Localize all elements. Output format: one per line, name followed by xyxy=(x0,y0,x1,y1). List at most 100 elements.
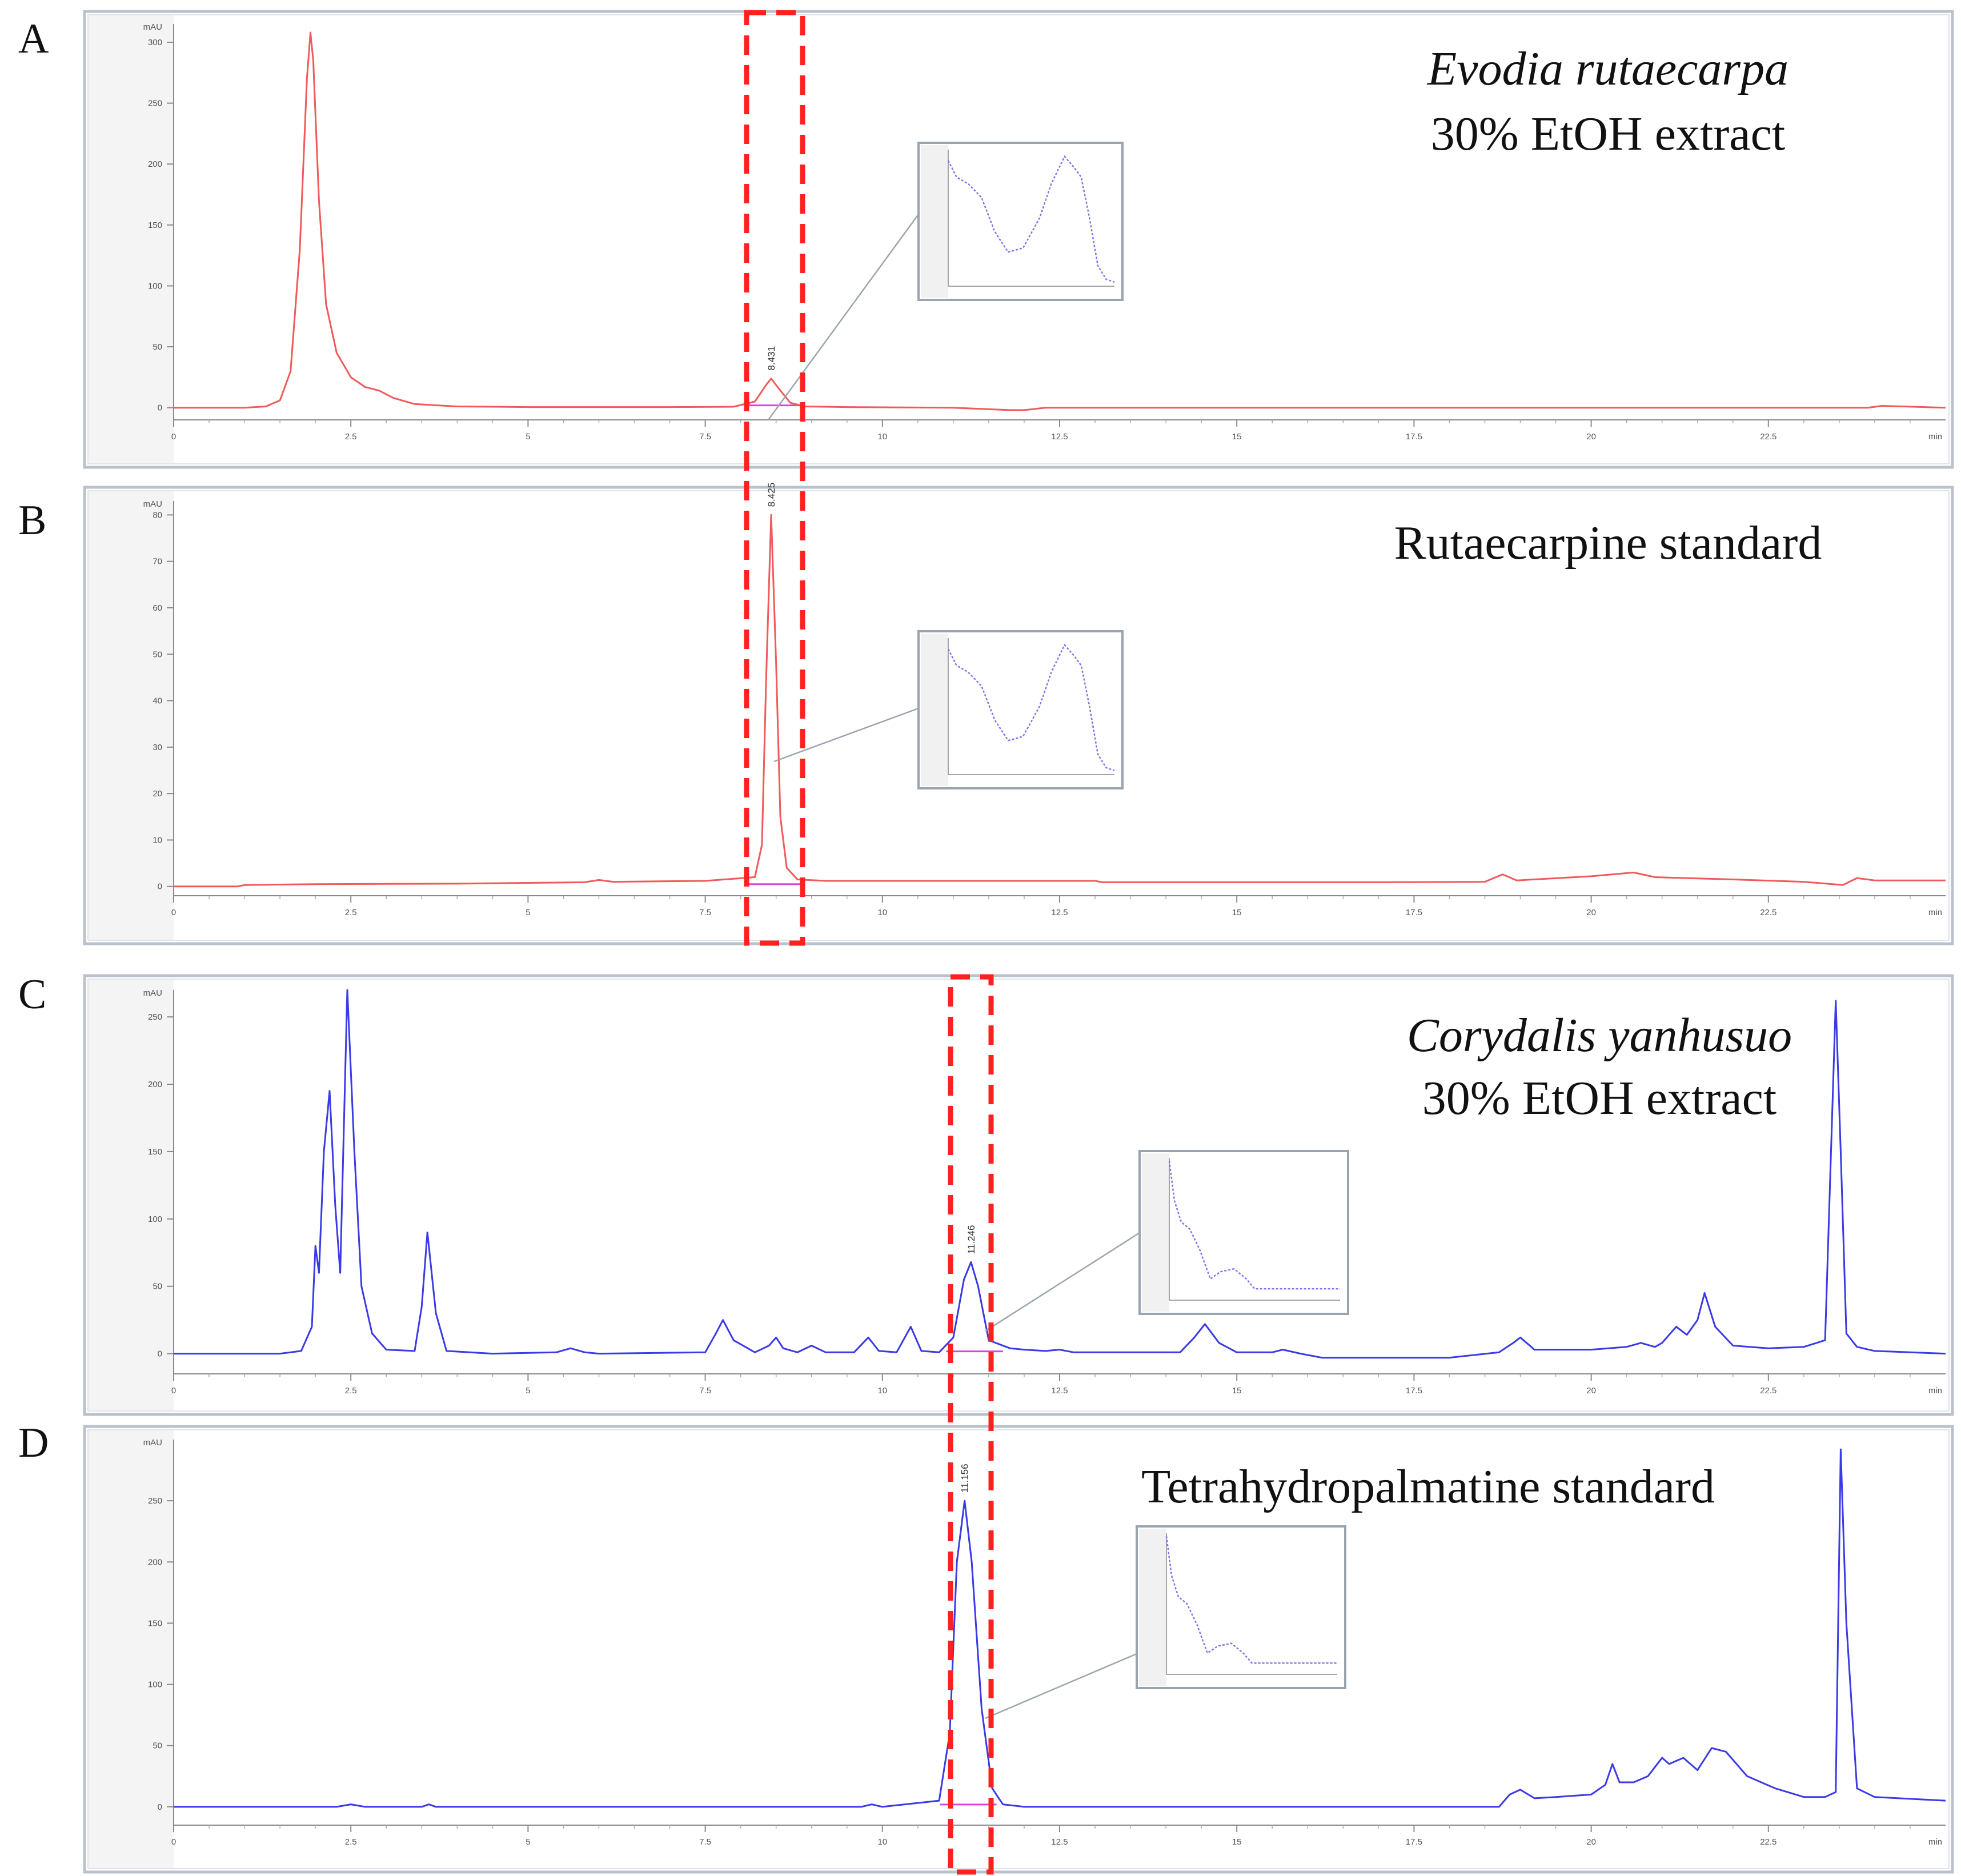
x-tick-label: 7.5 xyxy=(699,1837,711,1847)
chromatogram-trace xyxy=(174,989,1946,1359)
x-axis-label: min xyxy=(1928,1386,1942,1396)
x-tick-label: 20 xyxy=(1586,432,1596,442)
panel-title-line: 30% EtOH extract xyxy=(1431,107,1785,161)
y-tick-label: 200 xyxy=(148,1557,162,1567)
panel-title-line: Rutaecarpine standard xyxy=(1394,516,1822,570)
panel-letter: A xyxy=(18,15,49,62)
x-tick-label: 0 xyxy=(171,908,176,917)
x-tick-label: 15 xyxy=(1232,432,1242,442)
y-gutter xyxy=(89,15,174,463)
x-tick-label: 15 xyxy=(1232,1386,1242,1396)
y-tick-label: 100 xyxy=(148,281,162,291)
y-axis-label: mAU xyxy=(143,22,162,32)
x-tick-label: 5 xyxy=(526,432,530,442)
x-tick-label: 0 xyxy=(171,1837,176,1847)
uv-spectrum-inset xyxy=(1136,1525,1346,1689)
x-tick-label: 12.5 xyxy=(1051,908,1068,917)
panel-title-line: Evodia rutaecarpa xyxy=(1427,42,1788,95)
y-tick-label: 0 xyxy=(158,1349,162,1359)
y-tick-label: 150 xyxy=(148,1147,162,1157)
x-tick-label: 2.5 xyxy=(345,432,357,442)
y-tick-label: 0 xyxy=(158,1802,162,1812)
highlight-box xyxy=(948,974,994,1875)
x-tick-label: 17.5 xyxy=(1406,908,1422,917)
panel-frame-inner xyxy=(87,979,1950,1412)
panel-b: 0 2.5 5 7.5 10 12.5 15 17.5 20 22.5 min 0 10 20 30 40 50… xyxy=(18,483,1954,945)
x-tick-label: 20 xyxy=(1586,1386,1596,1396)
uv-spectrum-inset xyxy=(917,630,1124,789)
panel-title-line: Corydalis yanhusuo xyxy=(1407,1009,1792,1062)
x-tick-label: 5 xyxy=(526,1837,530,1847)
inset-spectrum-trace xyxy=(1165,1536,1337,1664)
panel-frame-inner xyxy=(87,1429,1950,1869)
y-tick-label: 250 xyxy=(148,1496,162,1506)
y-tick-label: 200 xyxy=(148,159,162,169)
x-tick-label: 20 xyxy=(1586,1837,1596,1847)
inset-gutter xyxy=(1139,1529,1166,1686)
panel-c: 0 2.5 5 7.5 10 12.5 15 17.5 20 22.5 min 0 50 100 150 20… xyxy=(18,971,1954,1416)
inset-spectrum-trace xyxy=(947,643,1115,771)
x-tick-label: 2.5 xyxy=(345,1837,357,1847)
y-axis-label: mAU xyxy=(143,499,162,509)
x-tick-label: 20 xyxy=(1586,908,1596,917)
y-tick-label: 50 xyxy=(153,1282,162,1292)
x-tick-label: 22.5 xyxy=(1760,432,1776,442)
x-tick-label: 15 xyxy=(1232,908,1242,917)
y-gutter xyxy=(89,491,174,940)
panel-title-line: Tetrahydropalmatine standard xyxy=(1141,1460,1715,1513)
x-tick-label: 2.5 xyxy=(345,1386,357,1396)
x-tick-label: 2.5 xyxy=(345,908,357,917)
panel-a: 0 2.5 5 7.5 10 12.5 15 17.5 20 22.5 min 0 50 100 150 20… xyxy=(18,10,1954,469)
y-tick-label: 10 xyxy=(153,835,162,845)
x-tick-label: 22.5 xyxy=(1760,1386,1776,1396)
y-tick-label: 150 xyxy=(148,221,162,230)
x-tick-label: 10 xyxy=(877,432,887,442)
y-gutter xyxy=(89,980,174,1410)
panel-frame-inner xyxy=(87,490,1950,941)
panel-frame-inner xyxy=(87,14,1950,464)
x-tick-label: 22.5 xyxy=(1760,1837,1776,1847)
x-tick-label: 12.5 xyxy=(1051,1386,1068,1396)
inset-gutter xyxy=(921,634,948,786)
inset-connector xyxy=(767,214,920,420)
y-axis-label: mAU xyxy=(143,1438,162,1448)
x-tick-label: 12.5 xyxy=(1051,1837,1068,1847)
y-tick-label: 250 xyxy=(148,1012,162,1022)
y-tick-label: 300 xyxy=(148,38,162,47)
inset-spectrum-trace xyxy=(1168,1160,1340,1290)
x-tick-label: 17.5 xyxy=(1406,1386,1422,1396)
y-tick-label: 40 xyxy=(153,696,162,706)
y-gutter xyxy=(89,1430,174,1868)
x-tick-label: 7.5 xyxy=(699,908,711,917)
x-axis-label: min xyxy=(1928,908,1942,917)
y-tick-label: 70 xyxy=(153,557,162,567)
peak-retention-label: 11.246 xyxy=(966,1225,977,1254)
panel-letter: B xyxy=(18,497,46,544)
inset-gutter xyxy=(1142,1153,1169,1312)
panel-d: 0 2.5 5 7.5 10 12.5 15 17.5 20 22.5 min 0 50 100 150 20… xyxy=(18,1420,1954,1874)
chromatogram-trace xyxy=(174,1448,1946,1808)
peak-retention-label: 8.431 xyxy=(766,346,777,371)
x-tick-label: 15 xyxy=(1232,1837,1242,1847)
x-tick-label: 17.5 xyxy=(1406,432,1422,442)
x-tick-label: 5 xyxy=(526,1386,530,1396)
panel-frame xyxy=(83,974,1954,1416)
y-tick-label: 50 xyxy=(153,342,162,352)
y-tick-label: 50 xyxy=(153,650,162,659)
panel-title-line: 30% EtOH extract xyxy=(1422,1072,1776,1125)
y-tick-label: 0 xyxy=(158,403,162,413)
x-tick-label: 7.5 xyxy=(699,432,711,442)
y-axis-label: mAU xyxy=(143,988,162,998)
inset-connector xyxy=(985,1232,1140,1332)
x-axis-label: min xyxy=(1928,1837,1942,1847)
y-tick-label: 50 xyxy=(153,1741,162,1751)
x-tick-label: 10 xyxy=(877,1386,887,1396)
chromatogram-trace xyxy=(174,514,1946,888)
y-tick-label: 250 xyxy=(148,99,162,109)
panel-letter: C xyxy=(18,971,46,1018)
y-tick-label: 150 xyxy=(148,1618,162,1628)
x-tick-label: 17.5 xyxy=(1406,1837,1422,1847)
x-tick-label: 10 xyxy=(877,908,887,917)
inset-gutter xyxy=(921,145,948,298)
